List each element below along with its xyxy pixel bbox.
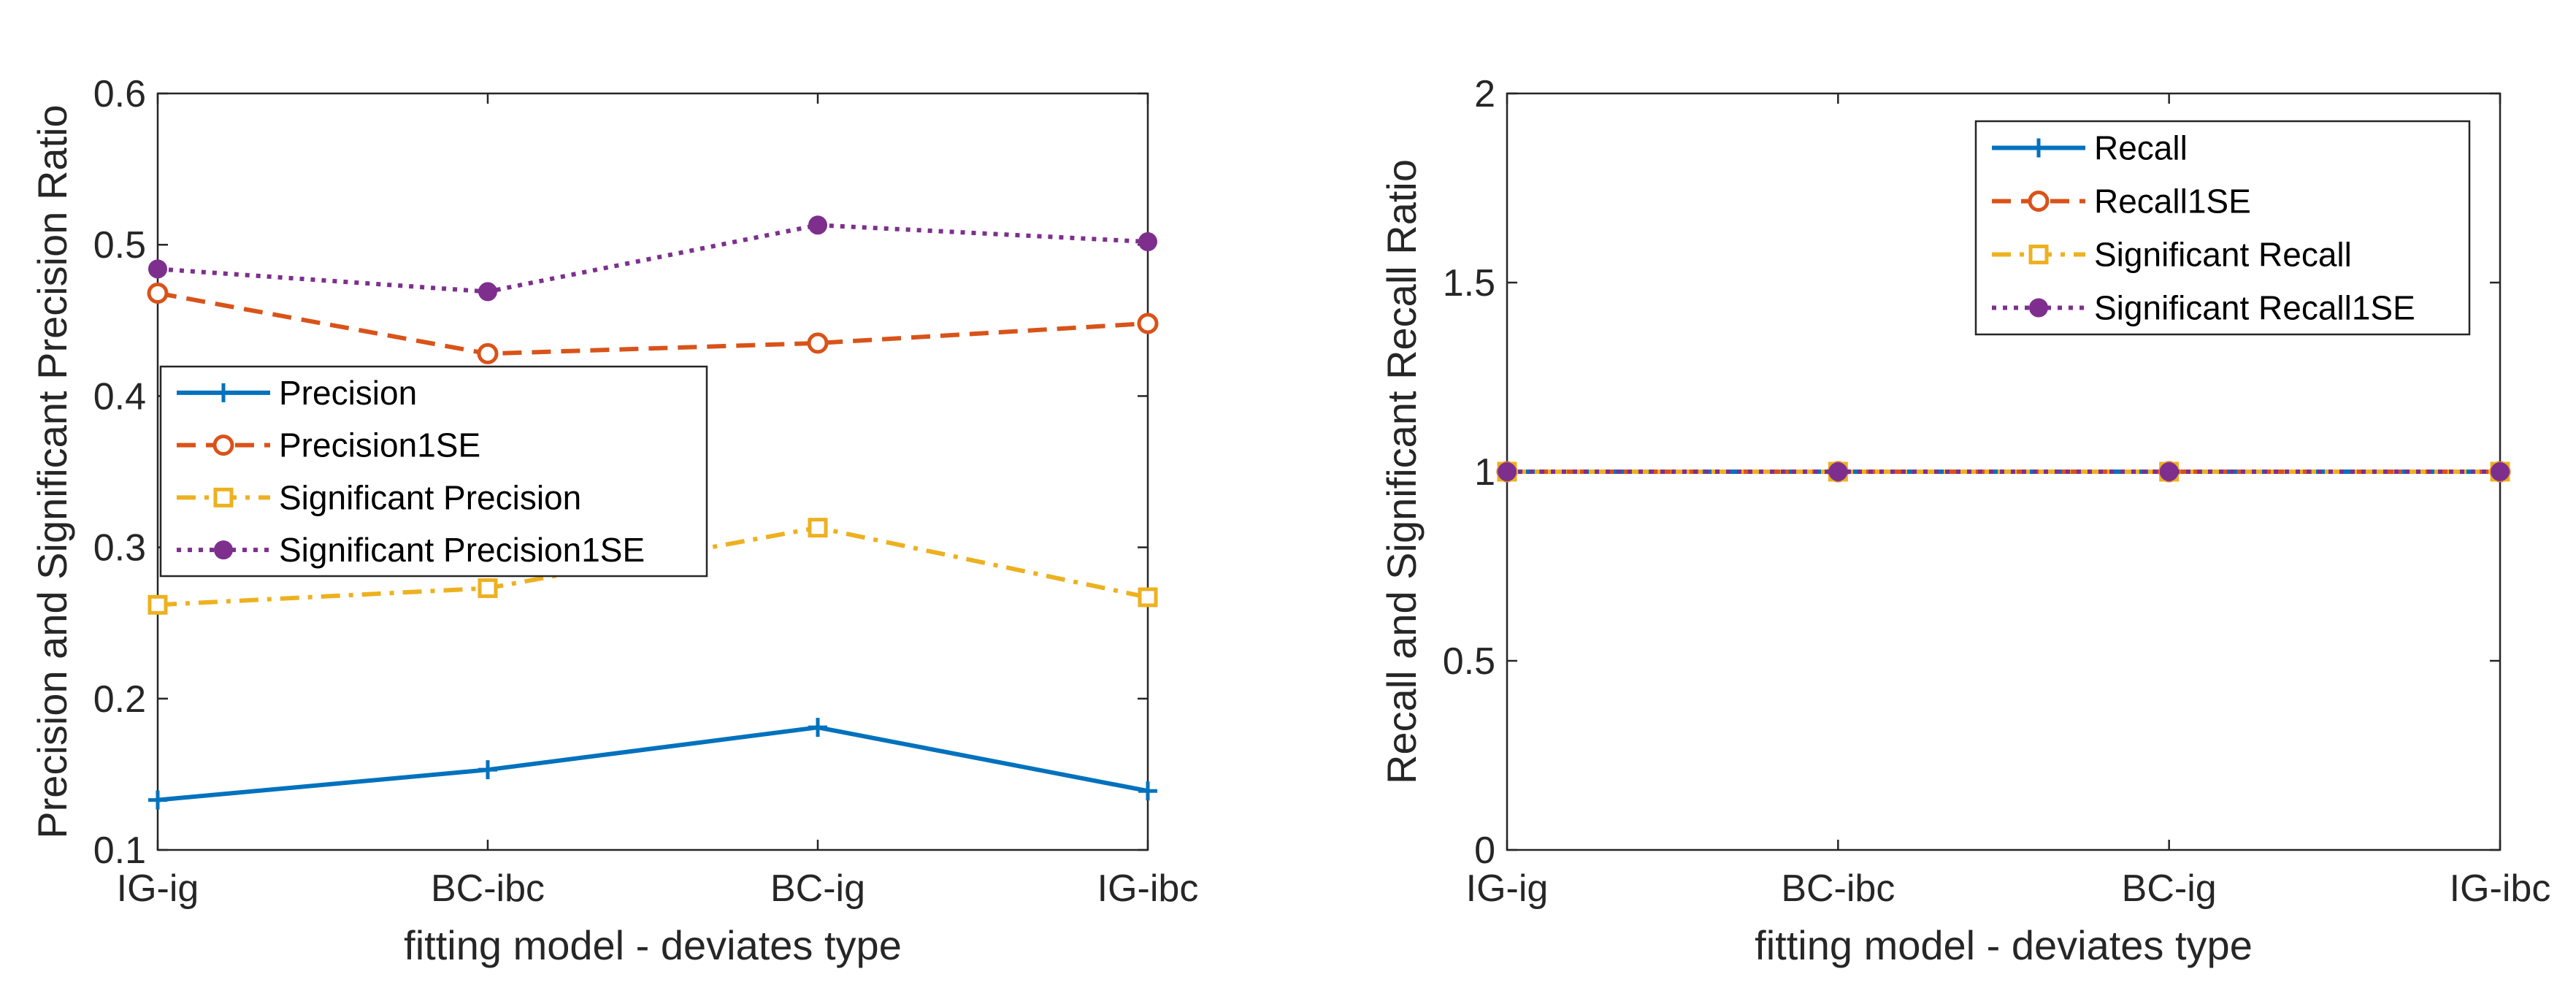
- y-tick-label: 1.5: [1443, 262, 1495, 304]
- y-tick-label: 2: [1474, 73, 1495, 115]
- data-point: [1138, 587, 1158, 608]
- precision-chart: 0.1 0.2 0.3 0.4 0.5 0.6 IG-ig BC-ibc BC-ig IG-ibc…: [29, 73, 1198, 968]
- data-point: [147, 283, 169, 304]
- x-tick-label: BC-ig: [2122, 867, 2217, 910]
- x-tick-label: IG-ibc: [2450, 867, 2551, 910]
- data-point: [478, 282, 497, 302]
- series-line: [157, 725, 1149, 802]
- legend-marker: [214, 540, 233, 560]
- y-tick-label: 0.5: [1443, 640, 1495, 683]
- data-point: [808, 518, 828, 538]
- y-tick-label: 0.2: [93, 678, 146, 721]
- data-point: [2491, 462, 2510, 481]
- legend-marker: [214, 383, 233, 402]
- y-tick-label: 0.3: [93, 527, 146, 570]
- axes-box: [156, 92, 1149, 851]
- y-tick-label: 0.5: [93, 224, 146, 267]
- legend: Precision Precision1SE Significant Precisi…: [159, 365, 708, 578]
- data-point: [807, 332, 829, 354]
- series-line: [157, 223, 1149, 294]
- series-precision: [148, 718, 1157, 810]
- data-point: [1828, 462, 1848, 481]
- series-precision1se: [147, 283, 1159, 364]
- legend-marker: [2028, 245, 2049, 264]
- x-tick-label: BC-ibc: [431, 867, 545, 910]
- series-line: [157, 291, 1149, 356]
- x-tick-label: BC-ibc: [1781, 867, 1895, 910]
- legend-marker: [2028, 191, 2050, 212]
- legend-marker: [2029, 298, 2048, 318]
- x-axis-label: fitting model - deviates type: [404, 922, 902, 968]
- x-tick-label: IG-ibc: [1097, 867, 1199, 910]
- y-axis-label: Precision and Significant Precision Rati…: [29, 104, 75, 838]
- legend-marker: [2029, 138, 2048, 158]
- data-point: [808, 215, 827, 235]
- data-point: [808, 718, 827, 737]
- legend-marker: [213, 487, 234, 507]
- legend-entry: Significant Recall: [2094, 236, 2352, 274]
- y-axis-label: Recall and Significant Recall Ratio: [1379, 159, 1425, 784]
- data-point: [1138, 232, 1157, 252]
- data-point: [147, 594, 168, 615]
- legend-entry: Precision: [279, 374, 417, 412]
- data-point: [1137, 313, 1159, 334]
- data-point: [1138, 781, 1157, 801]
- data-point: [478, 760, 497, 780]
- recall-chart: 0 0.5 1 1.5 2 IG-ig BC-ibc BC-ig IG-ibc fitting m…: [1379, 73, 2550, 968]
- legend: Recall Recall1SE Significant Recall Signifi…: [1974, 120, 2471, 336]
- series-significant-recall1se: [1498, 462, 2510, 481]
- legend-marker: [212, 434, 234, 456]
- data-point: [478, 578, 498, 599]
- legend-entry: Recall1SE: [2094, 183, 2251, 221]
- y-tick-label: 0.6: [93, 73, 146, 115]
- y-tick-label: 0.1: [93, 829, 146, 872]
- legend-entry: Significant Precision1SE: [279, 531, 645, 569]
- legend-entry: Significant Recall1SE: [2094, 289, 2415, 327]
- legend-box: [159, 365, 708, 578]
- data-point: [1498, 462, 1517, 481]
- x-axis-label: fitting model - deviates type: [1755, 922, 2253, 968]
- y-tick-label: 0: [1474, 829, 1495, 872]
- x-tick-label: IG-ig: [1466, 867, 1549, 910]
- x-tick-label: BC-ig: [770, 867, 865, 910]
- data-point: [148, 259, 167, 279]
- x-tick-label: IG-ig: [117, 867, 199, 910]
- legend-box: [1974, 120, 2471, 336]
- y-tick-label: 0.4: [93, 375, 146, 418]
- series-significant-precision1se: [148, 215, 1157, 302]
- legend-entry: Recall: [2094, 129, 2188, 167]
- data-point: [2159, 462, 2179, 481]
- data-point: [477, 342, 499, 364]
- data-point: [148, 790, 167, 810]
- y-tick-label: 1: [1474, 451, 1495, 494]
- legend-entry: Significant Precision: [279, 478, 581, 516]
- legend-entry: Precision1SE: [279, 426, 480, 464]
